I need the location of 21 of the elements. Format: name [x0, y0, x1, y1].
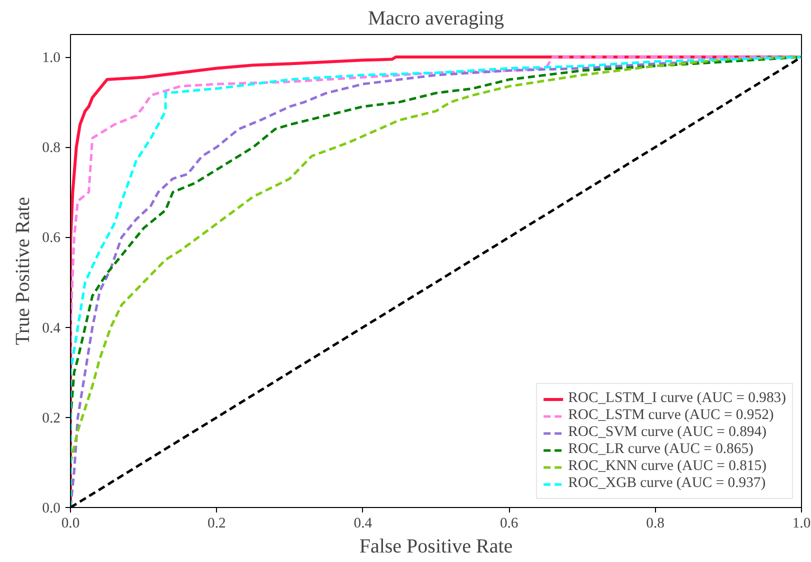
legend-label: ROC_SVM curve (AUC = 0.894): [568, 424, 766, 441]
x-tick-label: 1.0: [792, 516, 811, 532]
y-tick-label: 0.0: [42, 500, 61, 516]
y-axis-title: True Positive Rate: [12, 196, 34, 346]
x-axis-title: False Positive Rate: [359, 536, 513, 558]
chart-title: Macro averaging: [368, 8, 504, 30]
y-tick-label: 0.4: [42, 320, 62, 336]
legend-label: ROC_LR curve (AUC = 0.865): [568, 441, 754, 458]
legend-label: ROC_XGB curve (AUC = 0.937): [568, 475, 766, 492]
y-tick-label: 0.8: [42, 140, 61, 156]
y-tick-label: 0.2: [42, 410, 61, 426]
legend-label: ROC_KNN curve (AUC = 0.815): [568, 458, 766, 475]
x-tick-label: 0.2: [208, 516, 226, 532]
x-tick-label: 0.6: [500, 516, 518, 532]
x-tick-label: 0.4: [354, 516, 373, 532]
y-tick-label: 0.6: [42, 230, 61, 246]
x-tick-label: 0.0: [61, 516, 80, 532]
legend-label: ROC_LSTM_I curve (AUC = 0.983): [568, 390, 786, 407]
x-tick-label: 0.8: [646, 516, 664, 532]
y-tick-label: 1.0: [42, 50, 61, 66]
legend-label: ROC_LSTM curve (AUC = 0.952): [568, 407, 774, 424]
